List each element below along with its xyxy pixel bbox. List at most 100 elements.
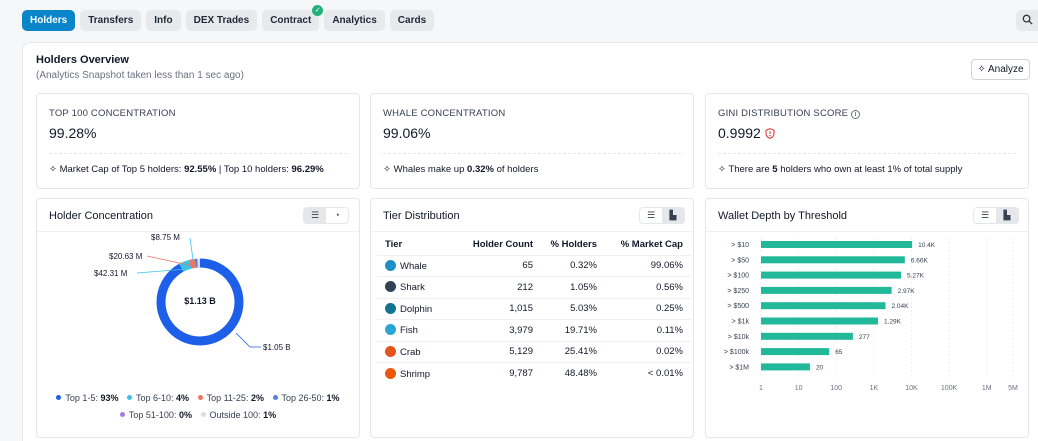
table-row: Whale 65 0.32% 99.06%: [377, 254, 691, 277]
tier-distribution-card: Tier Distribution ☰ ▙ Tier Holder Count …: [370, 198, 694, 438]
pct-mcap-cell: 0.56%: [605, 276, 691, 298]
pct-holders-cell: 19.71%: [541, 319, 605, 341]
x-tick-label: 5M: [1008, 385, 1018, 392]
donut-slice-top-6-10[interactable]: [179, 259, 192, 272]
legend-dot: [127, 395, 132, 400]
depth-bar[interactable]: [761, 363, 810, 371]
tab-transfers[interactable]: Transfers: [80, 10, 142, 31]
pie-view-icon[interactable]: ◔: [334, 210, 340, 220]
tab-dex-trades[interactable]: DEX Trades: [185, 10, 258, 31]
stat-footnote: ✧ There are 5 holders who own at least 1…: [718, 164, 962, 175]
pct-mcap-cell: < 0.01%: [605, 362, 691, 384]
depth-bar[interactable]: [761, 317, 879, 325]
callout-line: [136, 268, 188, 274]
stat-value: 99.28%: [49, 125, 97, 141]
stat-footnote: ✧ Market Cap of Top 5 holders: 92.55% | …: [49, 164, 324, 175]
depth-bar[interactable]: [761, 348, 830, 356]
depth-bar[interactable]: [761, 241, 913, 248]
pct-holders-cell: 5.03%: [541, 297, 605, 320]
tier-cell: Shark: [377, 276, 455, 298]
column-header: Holder Count: [472, 239, 533, 251]
depth-bar[interactable]: [761, 286, 892, 294]
pct-holders-cell: 25.41%: [541, 340, 605, 363]
bar-view-icon[interactable]: ▙: [996, 208, 1018, 223]
tier-name: Whale: [400, 260, 427, 272]
wallet-depth-card: Wallet Depth by Threshold ☰ ▙ 1 10 100 1K 10…: [705, 198, 1029, 438]
depth-bar[interactable]: [761, 256, 905, 264]
data-label: 5.27K: [907, 273, 925, 280]
legend-item[interactable]: Top 26-50: 1%: [272, 393, 340, 403]
tab-analytics[interactable]: Analytics: [324, 10, 385, 31]
pct-holders-cell: 48.48%: [541, 362, 605, 384]
pct-mcap-cell: 0.25%: [605, 297, 691, 320]
foot-text: Whales make up: [393, 164, 468, 175]
analyze-button[interactable]: ✧ Analyze: [971, 59, 1030, 80]
depth-bar[interactable]: [761, 271, 902, 279]
donut-legend-row-2: Top 51-100: 0% Outside 100: 1%: [37, 410, 359, 420]
shield-alert-icon: [765, 128, 775, 139]
table-header-row: Tier Holder Count % Holders % Market Cap: [377, 235, 691, 255]
bar-view-icon[interactable]: ▙: [662, 208, 684, 223]
analyze-label: Analyze: [988, 64, 1024, 75]
legend-item[interactable]: Outside 100: 1%: [200, 410, 276, 420]
x-tick-label: 1: [759, 385, 763, 392]
donut-slice-top-1-5[interactable]: [156, 258, 244, 346]
holder-donut-chart: $8.75 M $20.63 M $42.31 M $1.05 B $1.13 …: [94, 233, 291, 352]
legend-item[interactable]: Top 1-5: 93%: [56, 393, 118, 403]
tab-contract-label: Contract: [270, 15, 312, 26]
callout-line: [189, 237, 195, 268]
legend-label: Top 51-100:: [128, 410, 177, 420]
tab-holders[interactable]: Holders: [22, 10, 76, 31]
depth-bar[interactable]: [761, 302, 886, 310]
foot-text: holders who own at least 1% of total sup…: [777, 164, 963, 175]
tier-cell: Whale: [377, 254, 455, 277]
foot-value: 96.29%: [291, 164, 324, 175]
category-label: > $10k: [728, 334, 750, 341]
category-label: > $100k: [724, 349, 750, 356]
holders-overview-panel: Holders Overview (Analytics Snapshot tak…: [22, 42, 1038, 441]
dolphin-icon: [385, 302, 396, 314]
data-label: 10.4K: [918, 242, 936, 249]
callout-line: [235, 332, 261, 348]
foot-value: 92.55%: [184, 164, 217, 175]
table-row: Crab 5,129 25.41% 0.02%: [377, 340, 691, 363]
pct-mcap-cell: 0.02%: [605, 340, 691, 363]
page-title: Holders Overview: [36, 54, 129, 66]
foot-value: 5: [772, 164, 778, 175]
tier-cell: Crab: [377, 340, 455, 363]
list-view-icon[interactable]: ☰: [304, 208, 326, 223]
donut-slice-top-11-25[interactable]: [189, 258, 196, 269]
depth-bar[interactable]: [761, 332, 853, 340]
info-icon[interactable]: i: [851, 110, 861, 119]
whale-icon: [385, 259, 396, 271]
tier-table: Tier Holder Count % Holders % Market Cap…: [377, 235, 691, 384]
divider: [706, 231, 1028, 232]
stat-value: 99.06%: [383, 125, 431, 141]
x-tick-label: 10: [795, 385, 803, 392]
foot-text: There are: [728, 164, 773, 175]
tier-name: Dolphin: [400, 303, 433, 315]
card-title: Tier Distribution: [383, 210, 460, 222]
legend-item[interactable]: Top 11-25: 2%: [197, 393, 264, 403]
x-tick-label: 1K: [870, 385, 879, 392]
category-label: > $1M: [729, 364, 749, 371]
list-view-icon[interactable]: ☰: [646, 210, 656, 220]
legend-item[interactable]: Top 51-100: 0%: [119, 410, 192, 420]
check-icon: ✓: [312, 5, 324, 16]
column-header: % Market Cap: [620, 239, 683, 251]
legend-item[interactable]: Top 6-10: 4%: [127, 393, 189, 403]
callout-label: $8.75 M: [151, 233, 180, 242]
list-view-icon[interactable]: ☰: [980, 210, 990, 220]
sparkle-icon: ✧: [383, 164, 391, 175]
search-button[interactable]: [1016, 10, 1038, 31]
stat-label-text: GINI DISTRIBUTION SCORE: [718, 108, 849, 119]
tab-info[interactable]: Info: [146, 10, 181, 31]
data-label: 2.04K: [892, 303, 910, 310]
donut-center-label: $1.13 B: [184, 296, 216, 306]
legend-dot: [56, 395, 62, 400]
tab-cards[interactable]: Cards: [389, 10, 435, 31]
legend-label: Top 6-10:: [136, 393, 174, 403]
sparkle-icon: ✧: [718, 164, 726, 175]
tab-contract[interactable]: Contract ✓: [262, 5, 324, 31]
stat-label: WHALE CONCENTRATION: [383, 108, 506, 119]
